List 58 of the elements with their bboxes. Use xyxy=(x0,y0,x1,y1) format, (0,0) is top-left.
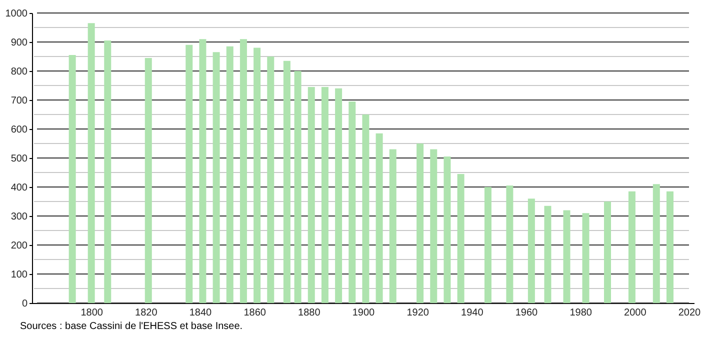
bar xyxy=(199,39,206,303)
bar xyxy=(308,86,315,303)
x-tick-label: 1880 xyxy=(298,308,321,318)
y-tick-label: 0 xyxy=(22,298,28,310)
bar xyxy=(628,191,636,303)
bar xyxy=(104,40,112,303)
y-tick-label: 700 xyxy=(10,96,28,106)
bar xyxy=(294,71,302,303)
bar xyxy=(457,174,464,303)
bar xyxy=(416,144,424,303)
bar xyxy=(389,149,396,303)
x-tick-label: 1840 xyxy=(189,308,212,318)
bar xyxy=(444,156,451,303)
bar xyxy=(604,202,611,303)
x-tick-label: 1960 xyxy=(515,308,538,318)
x-tick-label: 1900 xyxy=(352,308,376,318)
y-tick-label: 800 xyxy=(10,66,28,78)
bar xyxy=(283,60,290,303)
bar xyxy=(68,55,76,303)
bar xyxy=(267,56,274,303)
bar xyxy=(335,88,342,303)
y-tick-label: 200 xyxy=(10,240,28,252)
y-tick-label: 1000 xyxy=(5,8,28,20)
bar xyxy=(582,213,590,303)
y-tick-label: 600 xyxy=(10,124,28,136)
source-note: Sources : base Cassini de l'EHESS et base Insee. xyxy=(20,321,244,332)
bar xyxy=(362,114,370,303)
x-tick-label: 1800 xyxy=(80,308,104,318)
x-tick-label: 1920 xyxy=(406,308,430,318)
bar xyxy=(430,149,438,303)
x-tick-label: 2020 xyxy=(678,308,702,318)
bar xyxy=(321,86,328,303)
y-tick-label: 400 xyxy=(10,182,28,194)
bar xyxy=(666,191,674,303)
bar xyxy=(544,206,552,303)
bar xyxy=(254,48,261,303)
y-tick-label: 100 xyxy=(10,270,28,280)
bar xyxy=(563,210,570,303)
bar xyxy=(376,133,383,303)
bar xyxy=(88,23,95,303)
y-tick-label: 300 xyxy=(10,212,28,222)
x-tick-label: 1860 xyxy=(244,308,266,318)
x-tick-label: 2000 xyxy=(624,308,647,318)
bar xyxy=(144,58,152,303)
bar xyxy=(528,198,535,303)
x-tick-label: 1940 xyxy=(461,308,484,318)
y-tick-label: 500 xyxy=(10,154,28,164)
x-tick-label: 1980 xyxy=(570,308,592,318)
bar xyxy=(652,184,660,303)
bar xyxy=(226,46,234,303)
bar xyxy=(484,187,492,303)
bar xyxy=(212,52,220,303)
bar xyxy=(348,101,356,303)
bar xyxy=(186,44,193,303)
y-tick-label: 900 xyxy=(10,38,28,48)
bar xyxy=(506,186,514,303)
x-tick-label: 1820 xyxy=(135,308,158,318)
bar xyxy=(240,39,247,303)
